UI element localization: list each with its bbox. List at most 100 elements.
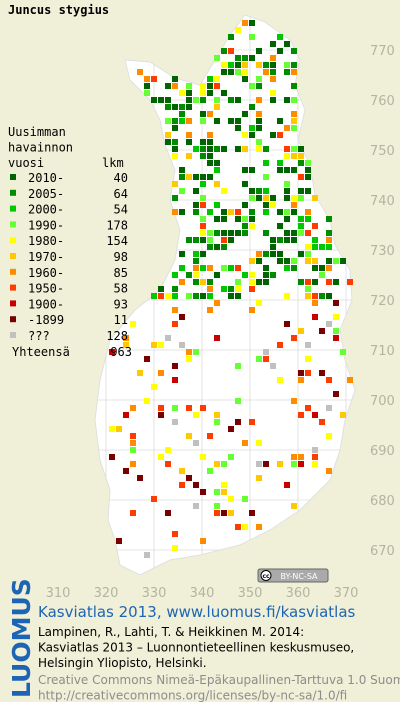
- observation-square: [305, 230, 311, 236]
- observation-square: [305, 209, 311, 215]
- observation-square: [263, 251, 269, 257]
- observation-square: [284, 167, 290, 173]
- observation-square: [305, 258, 311, 264]
- observation-square: [144, 90, 150, 96]
- observation-square: [214, 335, 220, 341]
- observation-square: [270, 69, 276, 75]
- observation-square: [249, 286, 255, 292]
- observation-square: [277, 160, 283, 166]
- observation-square: [291, 461, 297, 467]
- observation-square: [207, 286, 213, 292]
- observation-square: [284, 69, 290, 75]
- observation-square: [228, 510, 234, 516]
- observation-square: [228, 209, 234, 215]
- x-tick-label: 340: [190, 586, 215, 601]
- observation-square: [284, 125, 290, 131]
- observation-square: [298, 328, 304, 334]
- observation-square: [193, 202, 199, 208]
- observation-square: [270, 97, 276, 103]
- observation-square: [235, 265, 241, 271]
- legend-count-heading: lkm: [102, 156, 124, 170]
- observation-square: [221, 461, 227, 467]
- observation-square: [249, 20, 255, 26]
- observation-square: [221, 265, 227, 271]
- observation-square: [130, 321, 136, 327]
- legend-swatch: [10, 237, 16, 244]
- legend-label: 1970-: [28, 250, 64, 264]
- observation-square: [256, 125, 262, 131]
- observation-square: [256, 258, 262, 264]
- observation-square: [186, 104, 192, 110]
- observation-square: [214, 146, 220, 152]
- observation-square: [291, 153, 297, 159]
- observation-square: [333, 314, 339, 320]
- observation-square: [228, 230, 234, 236]
- observation-square: [193, 279, 199, 285]
- observation-square: [298, 160, 304, 166]
- legend-count: 85: [114, 266, 128, 280]
- observation-square: [291, 97, 297, 103]
- observation-square: [333, 335, 339, 341]
- observation-square: [263, 188, 269, 194]
- logo: LUOMUS: [7, 578, 36, 698]
- observation-square: [214, 272, 220, 278]
- observation-square: [242, 20, 248, 26]
- observation-square: [305, 174, 311, 180]
- legend-label: -1899: [28, 313, 64, 327]
- observation-square: [249, 307, 255, 313]
- observation-square: [214, 160, 220, 166]
- observation-square: [228, 265, 234, 271]
- observation-square: [347, 377, 353, 383]
- observation-square: [298, 223, 304, 229]
- observation-square: [200, 237, 206, 243]
- observation-square: [235, 55, 241, 61]
- observation-square: [221, 286, 227, 292]
- observation-square: [249, 132, 255, 138]
- observation-square: [207, 153, 213, 159]
- observation-square: [207, 279, 213, 285]
- observation-square: [172, 419, 178, 425]
- observation-square: [165, 97, 171, 103]
- observation-square: [242, 62, 248, 68]
- observation-square: [179, 265, 185, 271]
- atlas-link[interactable]: Kasviatlas 2013, www.luomus.fi/kasviatla…: [38, 603, 356, 621]
- observation-squares: [109, 20, 353, 558]
- observation-square: [221, 146, 227, 152]
- observation-square: [270, 272, 276, 278]
- observation-square: [214, 503, 220, 509]
- observation-square: [284, 216, 290, 222]
- species-title: Juncus stygius: [8, 3, 109, 17]
- legend-label: 1990-: [28, 218, 64, 232]
- observation-square: [235, 125, 241, 131]
- observation-square: [242, 181, 248, 187]
- observation-square: [207, 111, 213, 117]
- observation-square: [284, 195, 290, 201]
- observation-square: [179, 118, 185, 124]
- observation-square: [291, 195, 297, 201]
- observation-square: [200, 538, 206, 544]
- legend-swatch: [10, 205, 16, 212]
- observation-square: [249, 279, 255, 285]
- observation-square: [144, 76, 150, 82]
- observation-square: [186, 153, 192, 159]
- observation-square: [235, 286, 241, 292]
- observation-square: [270, 244, 276, 250]
- observation-square: [256, 111, 262, 117]
- observation-square: [312, 461, 318, 467]
- observation-square: [291, 48, 297, 54]
- legend-swatch: [10, 316, 16, 323]
- observation-square: [291, 454, 297, 460]
- observation-square: [270, 363, 276, 369]
- observation-square: [242, 167, 248, 173]
- observation-square: [249, 167, 255, 173]
- observation-square: [165, 132, 171, 138]
- citation: Lampinen, R., Lahti, T. & Heikkinen M. 2…: [38, 625, 354, 670]
- observation-square: [291, 167, 297, 173]
- observation-square: [291, 125, 297, 131]
- observation-square: [123, 468, 129, 474]
- observation-square: [277, 237, 283, 243]
- observation-square: [193, 503, 199, 509]
- legend-swatch: [10, 332, 16, 338]
- observation-square: [158, 405, 164, 411]
